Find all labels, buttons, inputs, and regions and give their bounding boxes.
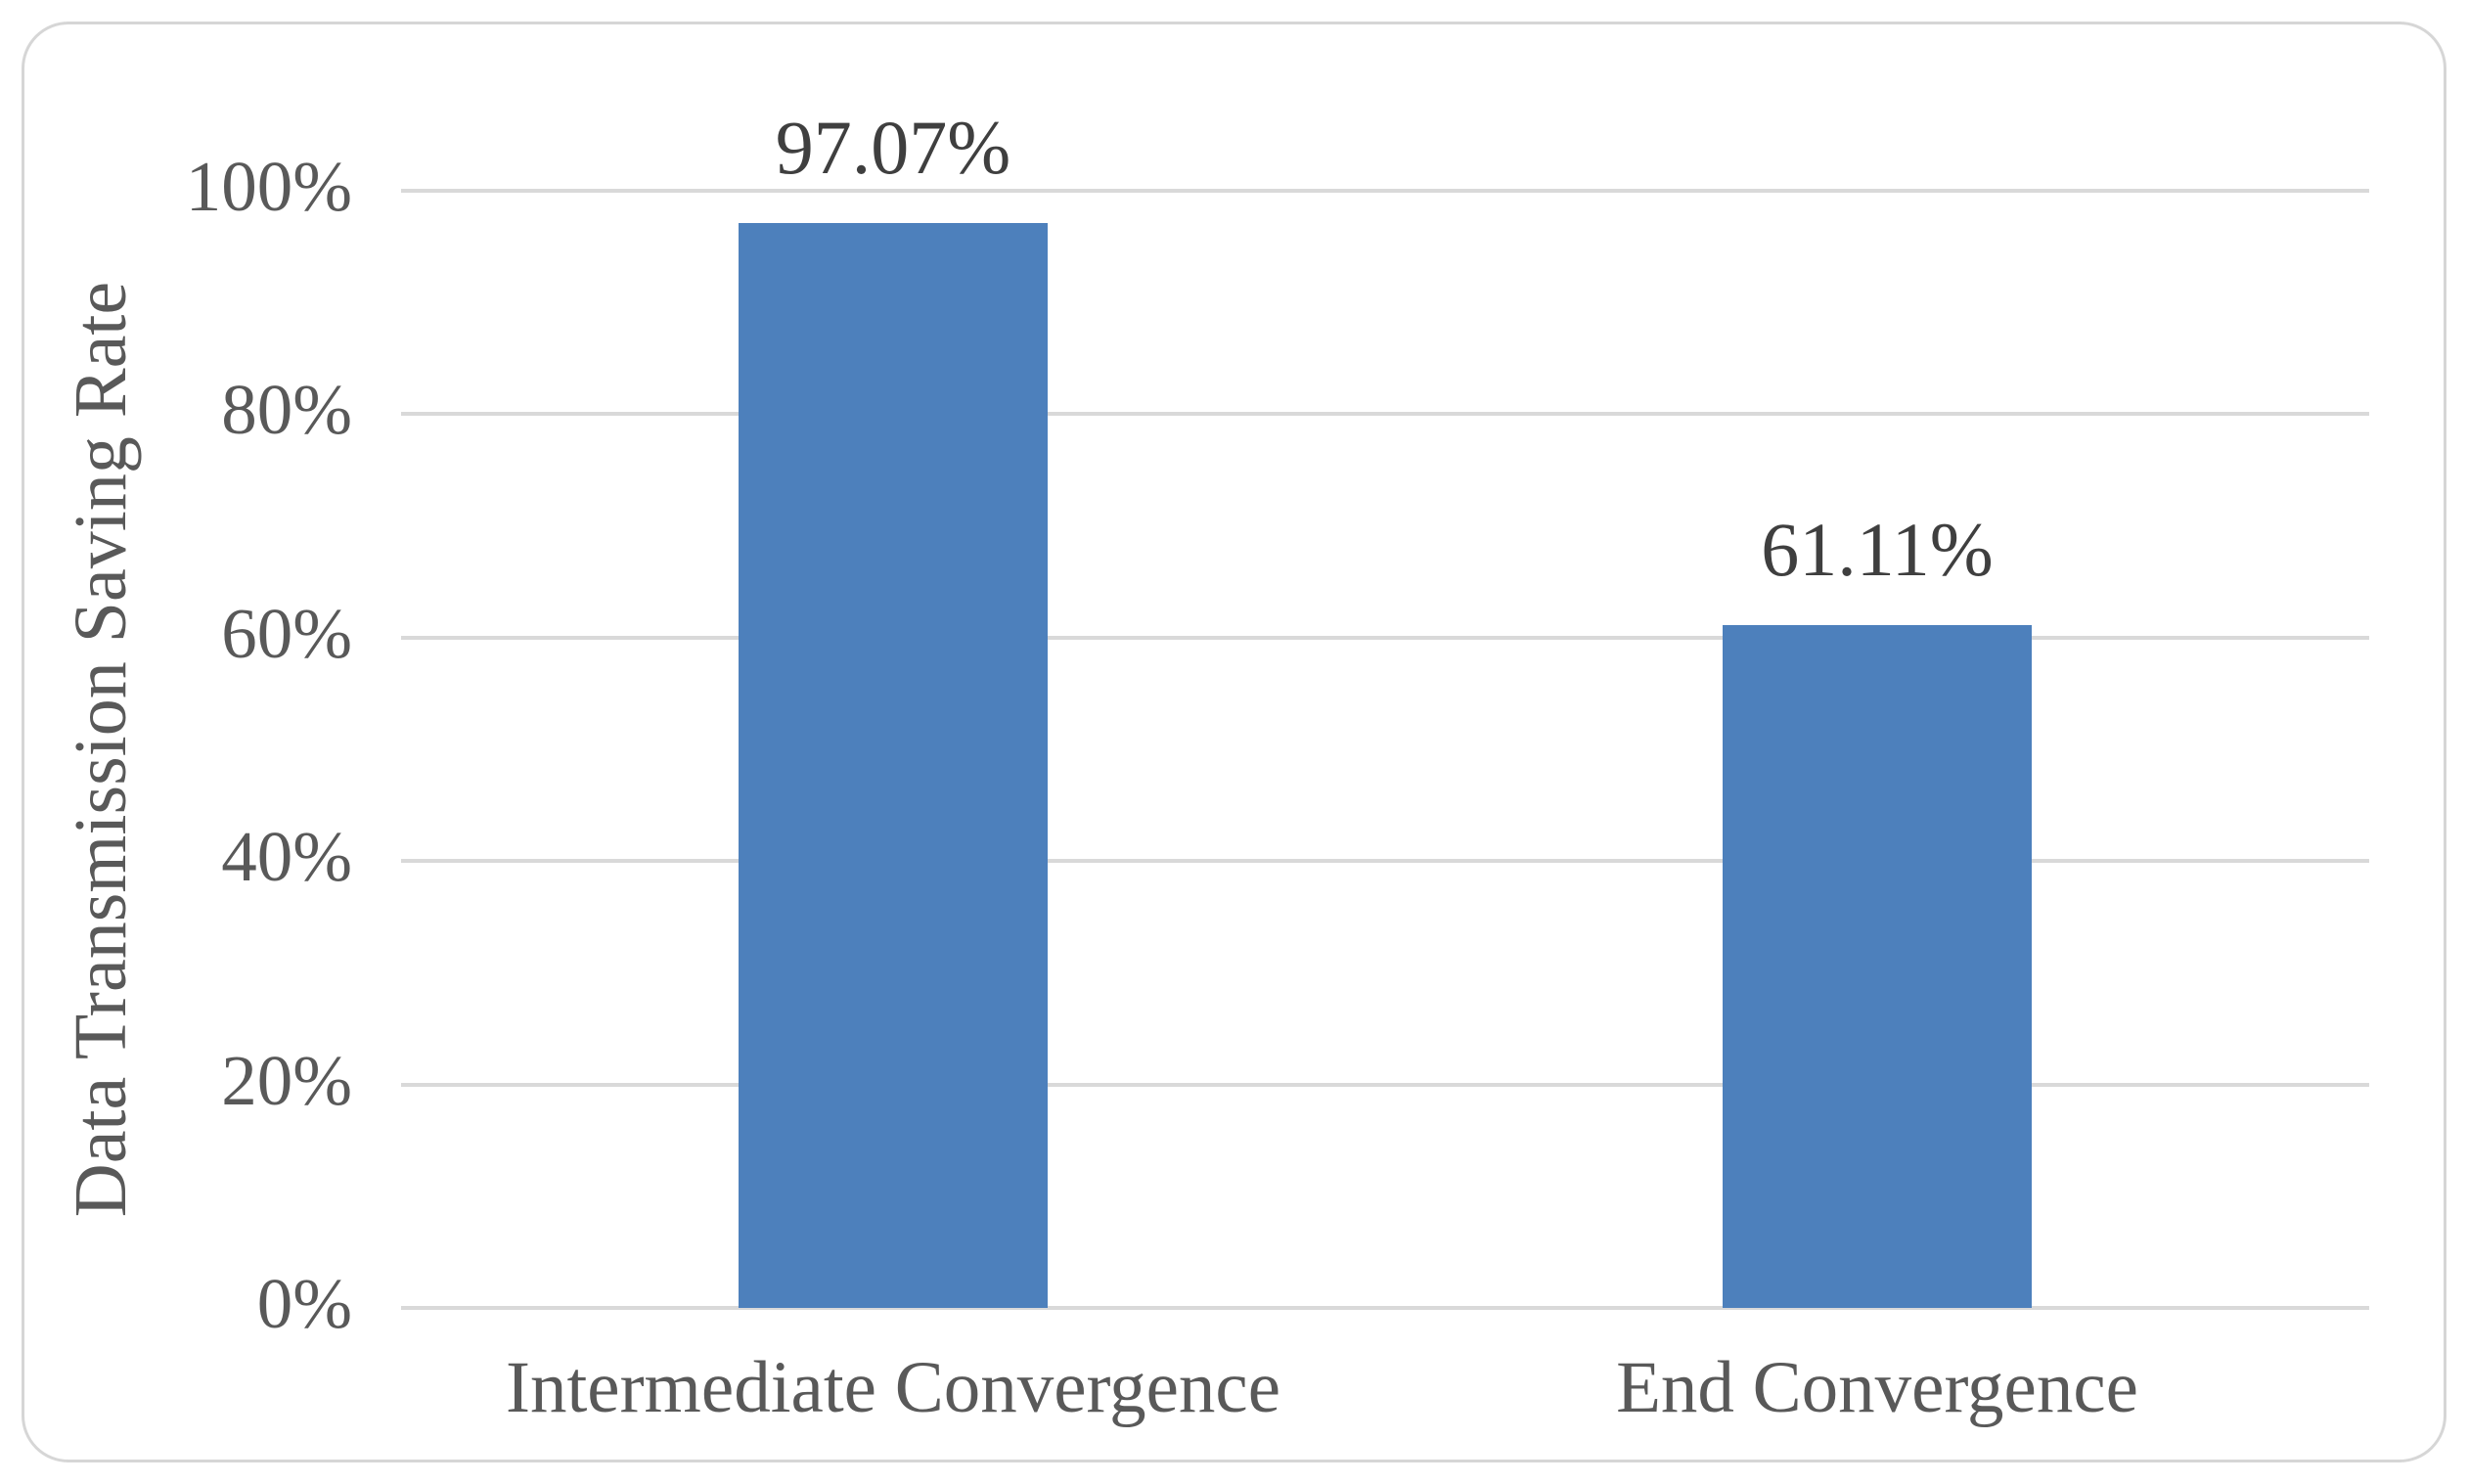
gridline-0 [401, 1306, 2369, 1310]
gridline-20 [401, 1082, 2369, 1087]
figure-border [22, 22, 2446, 1462]
category-label-intermediate-convergence: Intermediate Convergence [505, 1347, 1280, 1428]
y-tick-label-40: 40% [221, 817, 352, 897]
gridline-60 [401, 635, 2369, 640]
plot-area: 97.07% 61.11% [401, 110, 2369, 1310]
category-label-end-convergence: End Convergence [1616, 1347, 2138, 1428]
y-tick-label-0: 0% [256, 1264, 352, 1344]
bar-value-label-end-convergence: 61.11% [1761, 507, 1994, 593]
y-tick-label-100: 100% [185, 147, 352, 227]
gridline-100 [401, 189, 2369, 193]
bar-intermediate-convergence [739, 223, 1048, 1308]
y-axis-tick-labels: 0% 20% 40% 60% 80% 100% [0, 151, 352, 1339]
y-tick-label-80: 80% [221, 370, 352, 450]
x-axis-category-labels: Intermediate Convergence End Convergence [401, 1347, 2369, 1456]
y-tick-label-60: 60% [221, 593, 352, 673]
gridline-80 [401, 412, 2369, 417]
y-tick-label-20: 20% [221, 1040, 352, 1120]
bar-value-label-intermediate-convergence: 97.07% [775, 105, 1011, 191]
gridline-40 [401, 859, 2369, 864]
bar-end-convergence [1723, 625, 2032, 1308]
